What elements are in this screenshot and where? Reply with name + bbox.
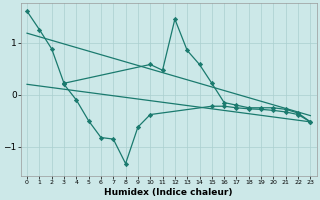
X-axis label: Humidex (Indice chaleur): Humidex (Indice chaleur) (104, 188, 233, 197)
